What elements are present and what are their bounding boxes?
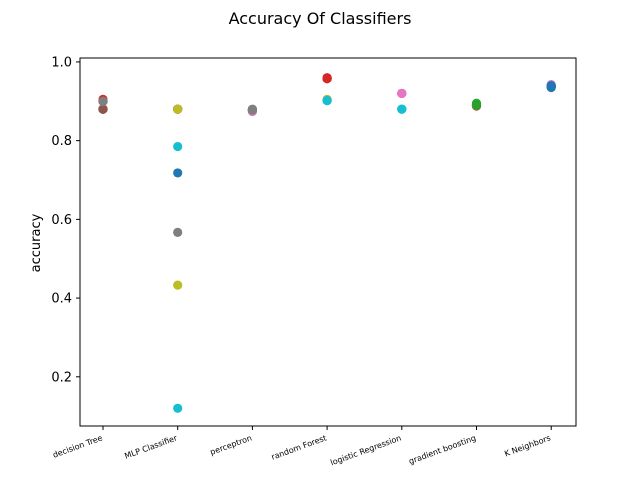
data-point xyxy=(98,104,108,114)
data-point xyxy=(471,100,482,110)
y-tick-label: 0.2 xyxy=(51,370,72,385)
data-point xyxy=(173,403,183,413)
x-tick-label: decision Tree xyxy=(52,433,104,459)
data-point xyxy=(98,96,108,106)
y-tick-label: 1.0 xyxy=(51,55,72,70)
data-point xyxy=(397,104,407,114)
y-tick-label: 0.4 xyxy=(51,292,72,307)
x-tick-label: logistic Regression xyxy=(329,433,402,467)
x-tick-label: perceptron xyxy=(209,433,253,456)
y-axis-label: accuracy xyxy=(29,213,44,272)
data-point xyxy=(173,227,183,237)
x-tick-label: random Forest xyxy=(270,433,328,461)
data-point xyxy=(173,280,183,290)
data-point xyxy=(322,73,332,84)
x-tick-label: MLP Classifier xyxy=(123,433,179,461)
x-tick-label: gradient boosting xyxy=(408,433,478,466)
y-tick-label: 0.6 xyxy=(51,213,72,228)
plot-frame xyxy=(79,57,577,427)
data-point xyxy=(173,168,183,178)
data-point xyxy=(247,105,257,115)
x-tick-label: K Neighbors xyxy=(503,433,552,458)
data-points xyxy=(98,73,556,413)
data-point xyxy=(173,141,183,152)
chart-title: Accuracy Of Classifiers xyxy=(229,9,412,28)
data-point xyxy=(173,104,183,114)
data-point xyxy=(397,88,407,99)
axes: 0.2 0.4 0.6 0.8 1.0 decision Tree MLP Classifi… xyxy=(51,55,577,467)
data-point xyxy=(322,95,332,106)
data-point xyxy=(546,82,556,93)
y-tick-label: 0.8 xyxy=(51,134,72,149)
